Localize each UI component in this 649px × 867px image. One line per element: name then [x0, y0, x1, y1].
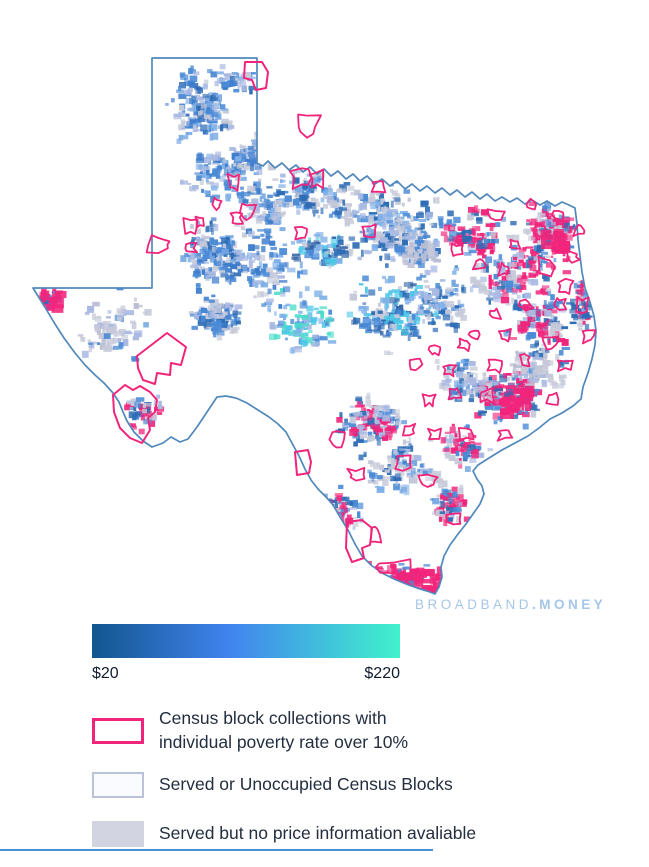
watermark-brand-regular: BROADBAND: [415, 597, 533, 612]
census-block-dots: [33, 64, 596, 594]
legend-label-served-unoccupied: Served or Unoccupied Census Blocks: [159, 774, 453, 795]
legend-item-no-price-info: Served but no price information avaliabl…: [92, 821, 572, 847]
price-gradient-labels: $20 $220: [92, 665, 400, 683]
watermark-dot: .: [532, 597, 540, 612]
served-unoccupied-swatch: [92, 772, 144, 798]
legend-item-poverty-blocks: Census block collections with individual…: [92, 707, 572, 754]
poverty-block-outlines: [112, 61, 597, 576]
texas-map-svg[interactable]: [0, 0, 649, 610]
texas-broadband-price-map[interactable]: [0, 0, 649, 610]
no-price-info-swatch: [92, 821, 144, 847]
poverty-outline-swatch: [92, 717, 144, 744]
legend-items: Census block collections with individual…: [92, 707, 572, 847]
watermark-brand-bold: MONEY: [539, 597, 607, 612]
price-max-label: $220: [364, 665, 400, 682]
legend-label-poverty-blocks: Census block collections with individual…: [159, 708, 409, 752]
legend-label-no-price-info: Served but no price information avaliabl…: [159, 823, 477, 844]
legend-item-served-unoccupied: Served or Unoccupied Census Blocks: [92, 772, 572, 798]
price-min-label: $20: [92, 665, 119, 682]
texas-state-outline: [32, 57, 597, 595]
broadband-money-watermark: BROADBAND.MONEY: [415, 597, 606, 612]
map-legend: $20 $220 Census block collections with i…: [92, 624, 572, 867]
price-gradient-bar: [92, 624, 400, 658]
bottom-accent-line: [0, 849, 433, 851]
